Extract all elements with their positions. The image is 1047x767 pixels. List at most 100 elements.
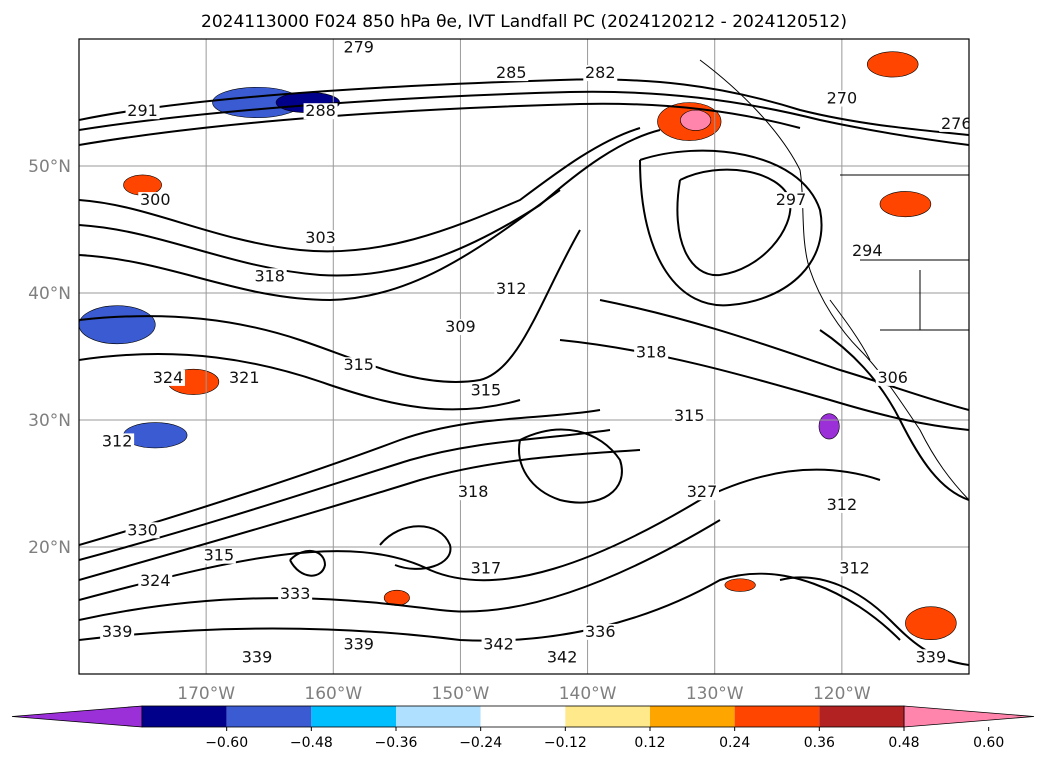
contour-label: 336 [585, 622, 616, 641]
contour-labels: 279 285 282 291 288 270 276 300 303 297 294 318 312 3… [100, 38, 972, 666]
coastline-north-america [699, 59, 969, 501]
contour-label: 294 [852, 241, 883, 260]
contour-line [639, 149, 823, 307]
figure-title: 2024113000 F024 850 hPa θe, IVT Landfall… [201, 12, 847, 32]
contour-line [79, 519, 721, 621]
contour-line [79, 409, 601, 546]
contour-line [518, 428, 623, 504]
contour-label-bg [138, 573, 173, 590]
contour-label-bg [100, 623, 135, 640]
colorbar-tick-label: −0.36 [375, 735, 418, 751]
colorbar: −0.60 −0.48 −0.36 −0.24 −0.12 0.12 0.24 0.36 0.4… [11, 705, 1035, 751]
contour-label: 339 [916, 647, 947, 666]
coastlines [699, 59, 969, 501]
contour-label-bg [774, 192, 808, 209]
colorbar-segment [819, 706, 904, 727]
contour-label: 309 [445, 317, 476, 336]
contour-label-bg [341, 357, 376, 374]
contour-line [379, 525, 452, 570]
contour-label: 279 [343, 38, 374, 57]
colorbar-segment [142, 706, 227, 727]
contour-line [79, 127, 641, 253]
contour-label-bg [685, 484, 719, 501]
contour-label-bg [303, 230, 338, 247]
lon-tick-label: 170°W [177, 684, 235, 704]
contour-label-bg [227, 369, 262, 386]
contour-line [676, 168, 792, 277]
contour-label-bg [583, 65, 618, 82]
contour-label-bg [151, 369, 185, 386]
map-background [79, 39, 969, 674]
contour-label-bg [341, 39, 376, 56]
colorbar-tick-label: −0.48 [290, 735, 333, 751]
contour-label: 339 [102, 622, 133, 641]
contour-label: 288 [305, 101, 336, 120]
contour-label: 276 [941, 114, 972, 133]
colorbar-segment [734, 706, 820, 727]
contour-label: 333 [280, 584, 311, 603]
contour-label-bg [583, 623, 618, 640]
contour-label-bg [481, 636, 516, 653]
colorbar-tick-label: 0.60 [973, 735, 1004, 751]
contour-label: 312 [496, 279, 527, 298]
colorbar-tick-label: −0.12 [544, 735, 587, 751]
contour-line [79, 429, 611, 561]
colorbar-segment [565, 706, 650, 727]
contour-line [599, 299, 969, 411]
contour-label: 342 [483, 635, 514, 654]
contour-label: 282 [585, 63, 616, 82]
lat-tick-label: 40°N [28, 284, 71, 304]
contour-label-bg [494, 65, 529, 82]
contour-label-bg [875, 369, 910, 386]
contour-label: 317 [471, 558, 502, 577]
ivt-shade-region [818, 413, 840, 440]
contour-line [819, 329, 969, 501]
contour-line [79, 572, 901, 642]
contour-label-bg [672, 408, 707, 424]
contour-label-bg [545, 649, 580, 666]
lat-tick-label: 20°N [28, 538, 71, 558]
contour-label-bg [468, 382, 503, 399]
contour-line [79, 189, 561, 302]
contour-line [79, 90, 969, 146]
contour-line [79, 353, 521, 411]
contour-line [289, 550, 327, 577]
contour-label: 318 [254, 266, 285, 285]
contour-label: 312 [102, 431, 133, 450]
contour-label-bg [837, 560, 872, 577]
lat-tick-label: 50°N [28, 157, 71, 177]
contour-label: 315 [204, 546, 235, 565]
lat-tick-label: 30°N [28, 411, 71, 431]
contour-label-bg [824, 496, 859, 513]
lon-tick-label: 140°W [559, 684, 617, 704]
map-content: 279 285 282 291 288 270 276 300 303 297 294 318 312 3… [79, 38, 972, 674]
contour-label-bg [494, 281, 529, 297]
colorbar-segment [311, 706, 396, 727]
theta-e-contours [79, 78, 969, 666]
contour-label-bg [125, 103, 160, 120]
contour-label: 303 [305, 228, 336, 247]
contour-label: 318 [458, 482, 489, 501]
colorbar-tick-label: −0.60 [205, 735, 248, 751]
lon-tick-label: 150°W [432, 684, 490, 704]
contour-label-bg [278, 585, 313, 602]
contour-line [79, 229, 581, 383]
contour-label: 312 [827, 495, 858, 514]
contour-line [79, 102, 801, 146]
contour-label: 315 [343, 355, 374, 374]
contour-label-bg [341, 636, 376, 653]
ivt-shade-region [879, 191, 932, 218]
colorbar-segment [226, 706, 312, 727]
ivt-shade-region [905, 606, 957, 641]
contour-label: 315 [674, 406, 705, 425]
contour-label: 330 [127, 520, 158, 539]
contour-line [79, 78, 969, 136]
map-frame [78, 38, 970, 675]
contour-label-bg [468, 560, 503, 577]
colorbar-segment [396, 706, 481, 727]
contour-label-bg [443, 319, 478, 336]
colorbar-tick-label: 0.24 [719, 735, 750, 751]
contour-label-bg [939, 115, 969, 132]
contour-label: 285 [496, 63, 527, 82]
longitude-labels: 170°W 160°W 150°W 140°W 130°W 120°W [177, 684, 871, 704]
